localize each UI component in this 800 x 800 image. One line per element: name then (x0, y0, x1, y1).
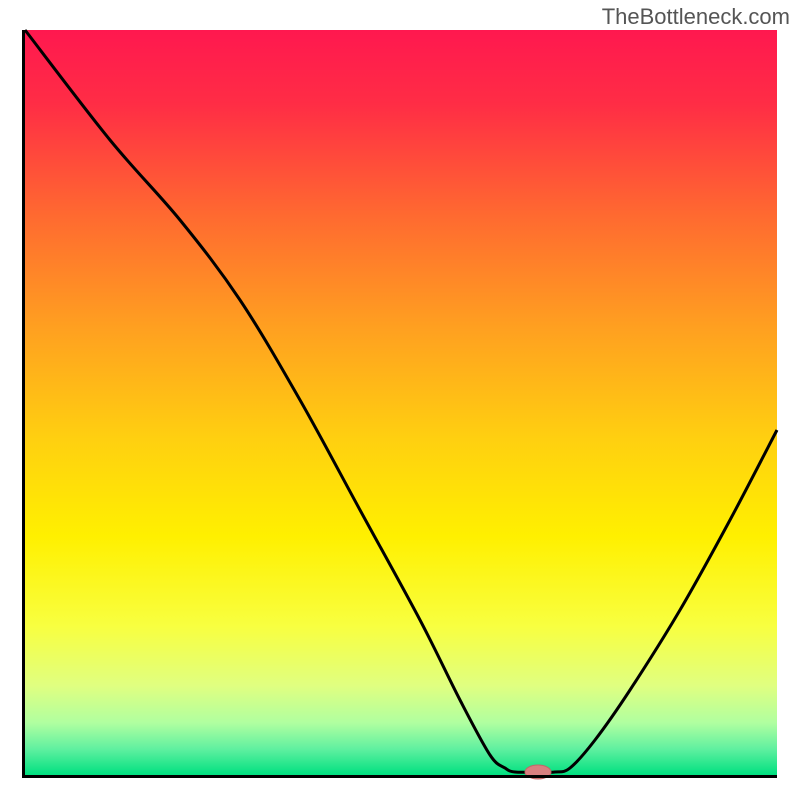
plot-background (25, 30, 777, 775)
watermark-text: TheBottleneck.com (602, 4, 790, 30)
chart-svg (0, 0, 800, 800)
bottom-axis-border (22, 775, 777, 778)
chart-container: { "watermark": "TheBottleneck.com", "cha… (0, 0, 800, 800)
left-axis-border (22, 30, 25, 778)
